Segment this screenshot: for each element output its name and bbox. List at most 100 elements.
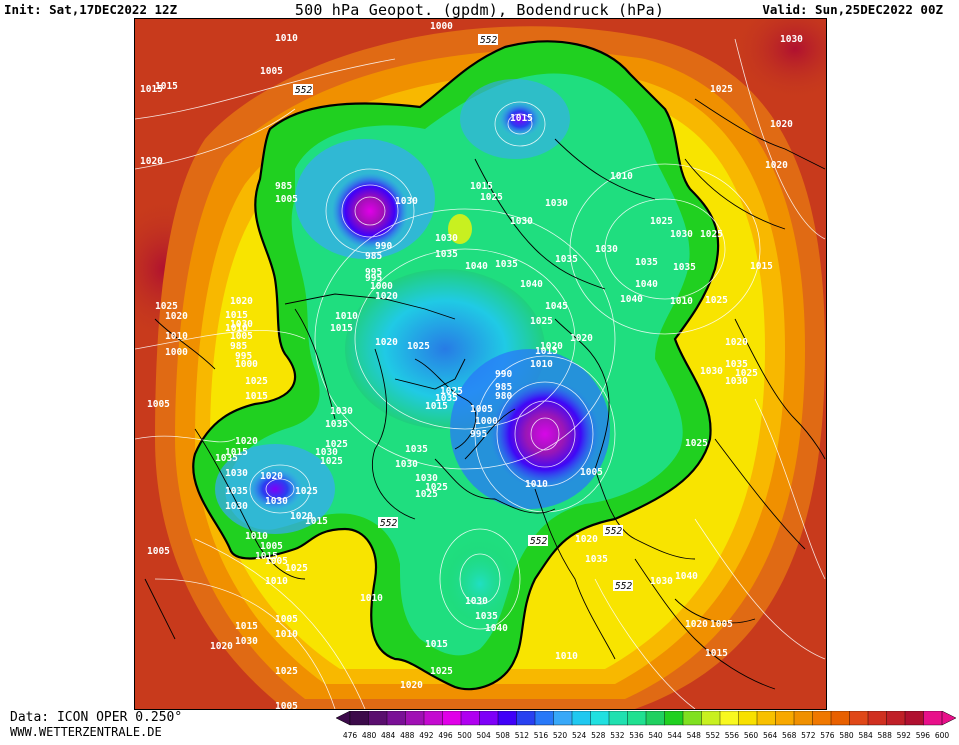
pressure-label: 1025 bbox=[275, 666, 298, 677]
pressure-label: 1005 bbox=[147, 546, 170, 557]
pressure-label: 1020 bbox=[235, 436, 258, 447]
pressure-label: 1040 bbox=[620, 294, 643, 305]
isobar-lines bbox=[135, 38, 826, 709]
pressure-label: 1035 bbox=[435, 249, 458, 260]
legend-tick-label: 564 bbox=[763, 731, 778, 740]
pressure-label: 1035 bbox=[673, 262, 696, 273]
pressure-label: 1020 bbox=[230, 296, 253, 307]
low-purple-nw bbox=[332, 173, 408, 249]
pressure-label: 1020 bbox=[765, 160, 788, 171]
pressure-label: 1030 bbox=[725, 376, 748, 387]
pressure-label: 1040 bbox=[635, 279, 658, 290]
pressure-label: 1035 bbox=[435, 393, 458, 404]
legend-tick-label: 572 bbox=[801, 731, 816, 740]
legend-swatch bbox=[608, 710, 628, 726]
legend-swatch bbox=[756, 710, 776, 726]
low-purple-center bbox=[490, 379, 600, 489]
legend-tick-label: 556 bbox=[725, 731, 740, 740]
pressure-label: 995 bbox=[470, 429, 487, 440]
pressure-label: 1035 bbox=[405, 444, 428, 455]
pressure-label: 1025 bbox=[705, 295, 728, 306]
legend-tick-label: 504 bbox=[477, 731, 492, 740]
legend-swatch bbox=[516, 710, 536, 726]
legend-tick-label: 508 bbox=[496, 731, 511, 740]
legend-tick-label: 536 bbox=[629, 731, 644, 740]
pressure-label: 1025 bbox=[320, 456, 343, 467]
pressure-label: 1015 bbox=[750, 261, 773, 272]
pressure-label: 1010 bbox=[165, 331, 188, 342]
pressure-label: 995 bbox=[365, 273, 382, 284]
pressure-label: 1015 bbox=[535, 346, 558, 357]
pressure-label: 980 bbox=[495, 391, 512, 402]
init-time-label: Init: Sat,17DEC2022 12Z bbox=[4, 2, 178, 17]
legend-tick-label: 584 bbox=[858, 731, 873, 740]
pressure-label: 1030 bbox=[235, 636, 258, 647]
legend-swatch bbox=[738, 710, 758, 726]
pressure-label: 1035 bbox=[585, 554, 608, 565]
pressure-label: 1020 bbox=[375, 337, 398, 348]
pressure-label: 1015 bbox=[255, 551, 278, 562]
pressure-label: 1020 bbox=[260, 471, 283, 482]
pressure-label: 1030 bbox=[330, 406, 353, 417]
pressure-label: 1030 bbox=[510, 216, 533, 227]
pressure-label: 1015 bbox=[470, 181, 493, 192]
legend-tick-label: 588 bbox=[878, 731, 893, 740]
chart-header: Init: Sat,17DEC2022 12Z 500 hPa Geopot. … bbox=[0, 0, 959, 19]
pressure-label: 1020 bbox=[375, 291, 398, 302]
legend-swatch bbox=[442, 710, 462, 726]
contour-552-label-bg bbox=[293, 84, 313, 95]
pressure-label: 1045 bbox=[545, 301, 568, 312]
pressure-label: 1000 bbox=[165, 347, 188, 358]
pressure-label: 1020 bbox=[770, 119, 793, 130]
legend-tick-label: 516 bbox=[534, 731, 549, 740]
geopotential-map-svg: 1010100055210151005552102010151030102510… bbox=[135, 19, 826, 709]
legend-tick-label: 524 bbox=[572, 731, 587, 740]
pressure-label: 1020 bbox=[685, 619, 708, 630]
color-legend-svg: 476 480 484 488 492 496 500 504 508 512 516 520 524 5… bbox=[335, 710, 957, 740]
pressure-label: 1020 bbox=[540, 341, 563, 352]
pressure-label: 1005 bbox=[147, 399, 170, 410]
legend-swatch bbox=[460, 710, 480, 726]
legend-arrow-right bbox=[941, 710, 957, 726]
legend-swatch bbox=[349, 710, 369, 726]
pressure-label: 1030 bbox=[545, 198, 568, 209]
pressure-label: 1005 bbox=[470, 404, 493, 415]
weather-map[interactable]: 1010 1000 552 1015 1005 552 1020 1015 1030 1025 10… bbox=[134, 18, 827, 710]
contour-552-label-bg bbox=[603, 525, 623, 536]
legend-swatch bbox=[423, 710, 443, 726]
pressure-label: 1025 bbox=[440, 386, 463, 397]
legend-tick-label: 552 bbox=[706, 731, 721, 740]
color-legend: 476 480 484 488 492 496 500 504 508 512 516 520 524 5… bbox=[335, 710, 957, 741]
pressure-label: 1010 bbox=[225, 323, 248, 334]
pressure-label: 985 bbox=[275, 181, 292, 192]
contour-552-label-bg bbox=[528, 535, 548, 546]
model-credit: Data: ICON OPER 0.250° bbox=[10, 710, 183, 725]
legend-tick-label: 496 bbox=[438, 731, 453, 740]
pressure-label: 1025 bbox=[700, 229, 723, 240]
legend-swatch bbox=[904, 710, 924, 726]
coastlines bbox=[144, 98, 826, 690]
pressure-label: 1000 bbox=[475, 416, 498, 427]
contour-552-label-bg bbox=[613, 580, 633, 591]
legend-swatch bbox=[405, 710, 425, 726]
legend-arrow-left bbox=[335, 710, 351, 726]
legend-swatch bbox=[849, 710, 869, 726]
legend-swatch bbox=[386, 710, 406, 726]
pressure-label: 1030 bbox=[395, 196, 418, 207]
contour-552-label: 552 bbox=[380, 518, 397, 529]
legend-tick-label: 576 bbox=[820, 731, 835, 740]
legend-tick-label: 544 bbox=[667, 731, 682, 740]
pressure-label: 985 bbox=[495, 382, 512, 393]
pressure-label: 1035 bbox=[495, 259, 518, 270]
pressure-label: 1000 bbox=[370, 281, 393, 292]
legend-swatch bbox=[553, 710, 573, 726]
pressure-label: 1010 bbox=[275, 629, 298, 640]
legend-tick-label: 548 bbox=[687, 731, 702, 740]
pressure-label: 1035 bbox=[725, 359, 748, 370]
pressure-label: 1025 bbox=[710, 84, 733, 95]
pressure-label: 1005 bbox=[260, 541, 283, 552]
pressure-label: 1025 bbox=[430, 666, 453, 677]
legend-swatch bbox=[479, 710, 499, 726]
pressure-label: 1010 bbox=[245, 531, 268, 542]
legend-tick-label: 540 bbox=[648, 731, 663, 740]
